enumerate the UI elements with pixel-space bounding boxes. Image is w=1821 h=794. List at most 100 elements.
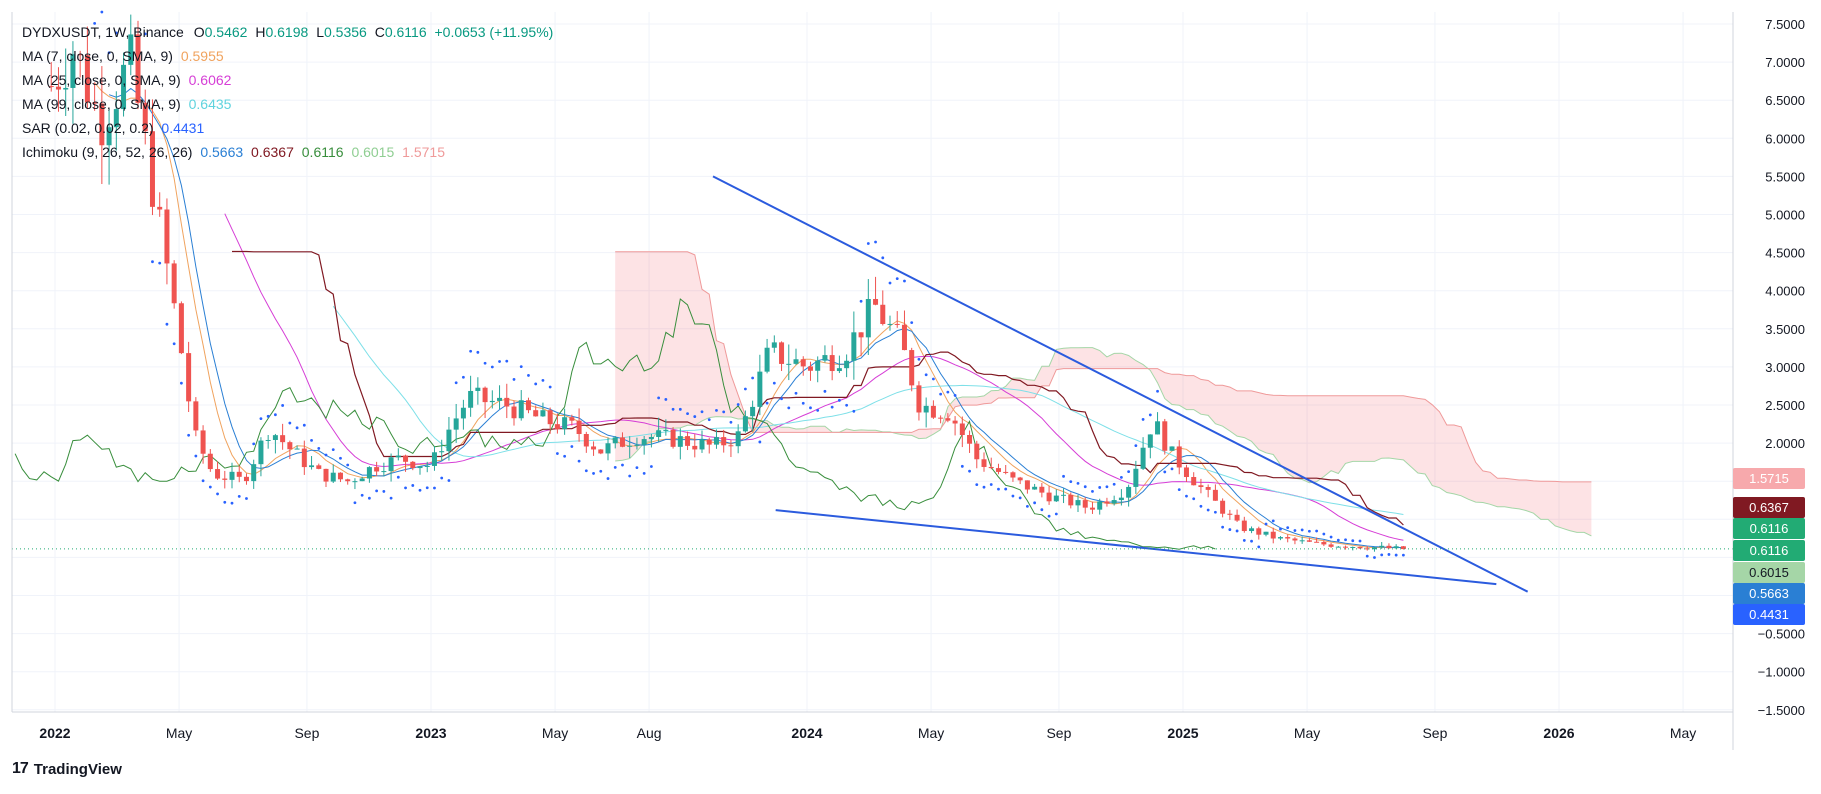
- sar-dot: [295, 426, 299, 430]
- candle-body: [1155, 421, 1161, 435]
- candle-body: [764, 347, 770, 372]
- y-tick-label: 6.0000: [1765, 131, 1805, 146]
- sar-dot: [317, 447, 321, 450]
- sar-dot: [1293, 529, 1297, 532]
- candle-body: [967, 434, 973, 444]
- sar-dot: [288, 421, 292, 425]
- candle-body: [1133, 468, 1139, 487]
- candle-body: [1198, 485, 1204, 488]
- sar-dot: [339, 456, 342, 460]
- sar-dot: [910, 321, 914, 325]
- candle-body: [1183, 467, 1189, 478]
- candle-body: [525, 400, 531, 411]
- x-tick-label: 2024: [791, 725, 822, 741]
- candle-body: [995, 468, 1001, 472]
- sar-dot: [259, 417, 263, 421]
- price-tag-base-line: 0.6367: [1733, 497, 1805, 518]
- x-tick-label: 2026: [1543, 725, 1574, 741]
- sar-dot: [1387, 553, 1391, 556]
- candle-body: [352, 481, 358, 483]
- sar-dot: [628, 474, 632, 478]
- sar-dot: [208, 485, 212, 489]
- sar-dot: [324, 453, 328, 457]
- candle-body: [901, 324, 907, 351]
- sar-dot: [888, 281, 892, 285]
- sar-dot: [1033, 501, 1037, 505]
- indicator-row-sar[interactable]: SAR (0.02, 0.02, 0.2) 0.4431: [22, 116, 553, 140]
- x-tick-label: 2025: [1167, 725, 1198, 741]
- candle-body: [793, 359, 799, 364]
- sar-dot: [1213, 510, 1217, 514]
- sar-dot: [512, 378, 516, 381]
- candle-body: [916, 385, 922, 413]
- price-tag-sar: 0.4431: [1733, 604, 1805, 625]
- price-tag-lagging: 0.6116: [1733, 518, 1805, 539]
- sar-dot: [830, 405, 834, 409]
- indicator-row-ichimoku[interactable]: Ichimoku (9, 26, 52, 26, 26) 0.5663 0.63…: [22, 140, 553, 164]
- candle-body: [157, 206, 163, 210]
- sar-dot: [772, 381, 776, 385]
- symbol-label[interactable]: DYDXUSDT, 1W, Binance: [22, 24, 184, 40]
- candle-body: [591, 446, 597, 450]
- sar-dot: [895, 277, 899, 281]
- candle-body: [215, 469, 221, 479]
- candle-body: [1220, 500, 1226, 514]
- candle-body: [598, 449, 604, 454]
- candle-body: [894, 323, 900, 325]
- candle-body: [1089, 507, 1095, 510]
- candle-body: [1321, 542, 1327, 545]
- sar-dot: [664, 398, 668, 401]
- sar-dot: [302, 423, 306, 427]
- candle-body: [1335, 546, 1341, 548]
- candle-body: [287, 442, 293, 450]
- sar-dot: [1040, 508, 1044, 512]
- candle-body: [1140, 447, 1146, 469]
- candle-body: [272, 435, 278, 440]
- indicator-row-ma7[interactable]: MA (7, close, 0, SMA, 9) 0.5955: [22, 44, 553, 68]
- candle-body: [200, 430, 206, 454]
- sar-dot: [837, 398, 841, 402]
- sar-dot: [982, 485, 986, 489]
- sar-dot: [310, 438, 313, 442]
- brand-footer[interactable]: 17 TradingView: [12, 760, 122, 778]
- sar-dot: [736, 403, 740, 406]
- sar-dot: [621, 463, 624, 467]
- candle-body: [887, 323, 893, 325]
- sar-dot: [1206, 508, 1210, 512]
- candle-body: [1053, 495, 1059, 502]
- sar-dot: [852, 409, 856, 413]
- candle-body: [149, 131, 155, 207]
- ichimoku-base-line: [232, 250, 1404, 526]
- sar-dot: [686, 412, 689, 416]
- y-tick-label: 3.0000: [1765, 360, 1805, 375]
- sar-dot: [722, 410, 726, 414]
- indicator-row-ma25[interactable]: MA (25, close, 0, SMA, 9) 0.6062: [22, 68, 553, 92]
- high-label: H: [255, 24, 266, 40]
- candle-body: [988, 466, 994, 469]
- sar-dot: [599, 469, 603, 473]
- sar-dot: [143, 32, 147, 36]
- indicator-label: MA (99, close, 0, SMA, 9): [22, 96, 181, 112]
- sar-dot: [960, 464, 964, 468]
- indicator-row-ma99[interactable]: MA (99, close, 0, SMA, 9) 0.6435: [22, 92, 553, 116]
- candle-body: [533, 410, 539, 417]
- sar-dot: [1062, 474, 1065, 478]
- sar-dot: [1141, 418, 1145, 421]
- sar-dot: [389, 496, 393, 500]
- sar-dot: [1344, 538, 1347, 542]
- candle-body: [251, 464, 257, 482]
- candle-body: [858, 332, 864, 338]
- tradingview-logo-icon: 17: [12, 760, 29, 777]
- sar-dot: [172, 342, 176, 346]
- sar-dot: [1336, 538, 1340, 542]
- sar-dot: [404, 486, 407, 490]
- parabolic-sar-dots: [93, 10, 1405, 559]
- candle-body: [1075, 500, 1081, 506]
- indicator-value: 0.6062: [188, 72, 232, 88]
- sar-dot: [1163, 470, 1167, 474]
- candle-body: [583, 434, 589, 447]
- sar-dot: [917, 357, 921, 361]
- candle-body: [164, 209, 170, 264]
- indicator-value: 0.4431: [161, 120, 205, 136]
